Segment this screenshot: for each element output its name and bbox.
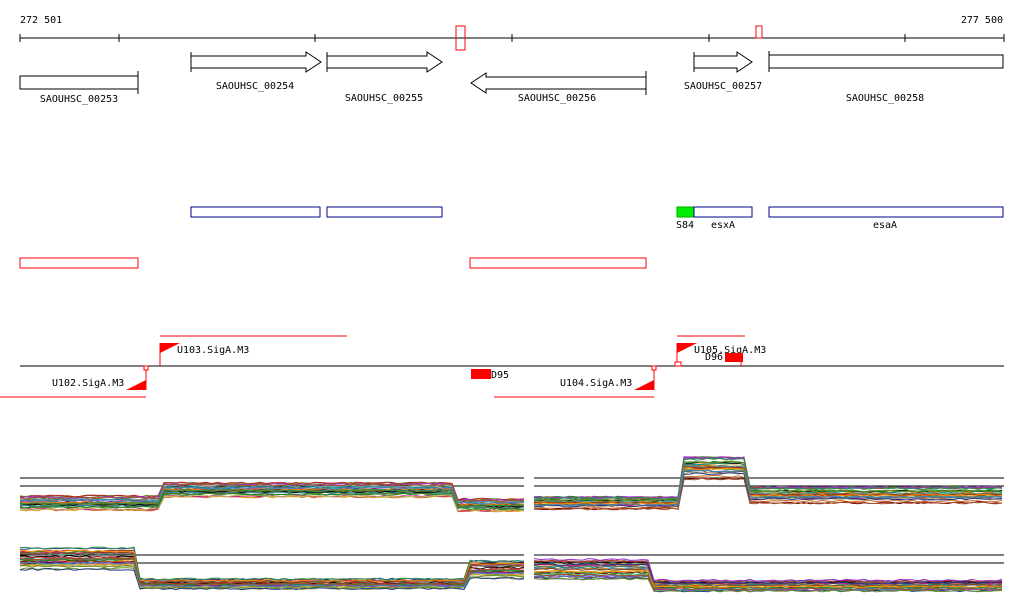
red-annotation-box[interactable] — [469, 257, 647, 269]
expression-panel-bottom-left — [19, 546, 525, 591]
ruler-start-label: 272 501 — [20, 15, 62, 26]
feature-label: U105.SigA.M3 — [694, 345, 766, 356]
annotation-box-00254[interactable] — [190, 206, 321, 218]
red-annotation-box[interactable] — [19, 257, 139, 269]
feature-block — [471, 369, 491, 379]
feature-flag — [677, 343, 697, 353]
gene-label: SAOUHSC_00258 — [846, 93, 924, 104]
red-annotation-track — [19, 257, 647, 269]
expression-profile-line — [19, 546, 525, 581]
gene-box — [768, 54, 1004, 69]
feature-d96[interactable]: D96 — [705, 352, 743, 366]
feature-label: D95 — [491, 370, 509, 381]
expression-profile-line — [533, 469, 1003, 507]
annotation-box-s84[interactable] — [676, 206, 695, 218]
expression-profile-line — [19, 557, 525, 586]
expression-profile-line — [20, 561, 525, 588]
gene-arrow-forward — [190, 51, 322, 73]
annotation-box-00255[interactable] — [326, 206, 443, 218]
expression-profile-line — [533, 477, 1003, 511]
gene-saouhsc-00256[interactable]: SAOUHSC_00256 — [470, 71, 647, 104]
ruler-end-label: 277 500 — [961, 15, 1003, 26]
expression-panel-bottom-right — [533, 554, 1004, 593]
expression-profile-line — [19, 567, 525, 591]
ruler-marker-box — [755, 25, 763, 39]
gene-arrow-reverse — [470, 72, 647, 94]
feature-flag — [160, 343, 180, 353]
expression-panel-top-right — [533, 456, 1004, 511]
expression-profile-line — [19, 491, 525, 509]
expression-profile-line — [19, 552, 525, 584]
ruler-marker-box — [455, 25, 466, 51]
expression-profile-line — [19, 488, 525, 507]
expression-profile-line — [533, 559, 1003, 583]
feature-track: U103.SigA.M3 U102.SigA.M3 D95 U104.SigA.… — [0, 335, 1004, 398]
expression-profiles — [19, 546, 525, 591]
expression-profiles — [19, 481, 525, 513]
feature-u103[interactable]: U103.SigA.M3 — [159, 335, 347, 366]
feature-flag — [126, 380, 146, 390]
feature-label: U104.SigA.M3 — [560, 378, 632, 389]
expression-profile-line — [533, 569, 1003, 589]
expression-profile-line — [533, 558, 1003, 582]
feature-flag — [634, 380, 654, 390]
expression-profile-line — [19, 561, 525, 588]
feature-label: U103.SigA.M3 — [177, 345, 249, 356]
expression-profile-line — [19, 494, 525, 512]
gene-saouhsc-00255[interactable]: SAOUHSC_00255 — [326, 51, 443, 104]
expression-profile-line — [533, 457, 1003, 500]
expression-profile-line — [533, 460, 1003, 502]
gene-label: SAOUHSC_00256 — [518, 93, 596, 104]
expression-profile-line — [19, 482, 525, 502]
gene-arrow-forward — [693, 51, 753, 73]
expression-profile-line — [19, 551, 525, 583]
annotation-label-esxa: esxA — [711, 220, 735, 231]
annotation-track: S84 esxA esaA — [190, 206, 1004, 231]
feature-block — [725, 353, 743, 362]
expression-profiles — [533, 456, 1003, 511]
expression-profile-line — [19, 552, 525, 584]
expression-profiles — [533, 558, 1003, 593]
expression-profile-line — [19, 492, 524, 511]
annotation-label-s84: S84 — [676, 220, 694, 231]
expression-profile-line — [19, 483, 525, 503]
expression-profile-line — [533, 577, 1003, 593]
expression-profile-line — [20, 552, 525, 584]
feature-u105[interactable]: U105.SigA.M3 — [674, 335, 766, 367]
feature-u102[interactable]: U102.SigA.M3 — [0, 365, 149, 398]
expression-profile-line — [533, 571, 1003, 590]
gene-label: SAOUHSC_00254 — [216, 81, 294, 92]
gene-arrow-forward — [326, 51, 443, 73]
feature-label: D96 — [705, 352, 723, 363]
annotation-label-esaa: esaA — [873, 220, 897, 231]
expression-profile-line — [533, 563, 1003, 585]
annotation-box-esaa[interactable] — [768, 206, 1004, 218]
feature-marker — [651, 365, 657, 371]
expression-profile-line — [533, 467, 1003, 505]
gene-label: SAOUHSC_00257 — [684, 81, 762, 92]
gene-box — [19, 75, 139, 90]
expression-profile-line — [533, 573, 1003, 591]
gene-saouhsc-00258[interactable]: SAOUHSC_00258 — [768, 51, 1004, 104]
gene-label: SAOUHSC_00253 — [40, 94, 118, 105]
expression-profile-line — [533, 474, 1003, 510]
gene-saouhsc-00253[interactable]: SAOUHSC_00253 — [19, 71, 139, 105]
ruler-track: 272 501 277 500 — [19, 15, 1005, 51]
feature-label: U102.SigA.M3 — [52, 378, 124, 389]
expression-panel-top-left — [19, 477, 525, 513]
feature-marker — [674, 361, 682, 367]
annotation-box-esxa[interactable] — [693, 206, 753, 218]
gene-track: SAOUHSC_00253 SAOUHSC_00254 SAOUHSC_0025… — [19, 51, 1004, 105]
gene-saouhsc-00257[interactable]: SAOUHSC_00257 — [684, 51, 762, 92]
gene-saouhsc-00254[interactable]: SAOUHSC_00254 — [190, 51, 322, 92]
feature-marker — [143, 365, 149, 371]
feature-u104[interactable]: U104.SigA.M3 — [494, 365, 657, 398]
feature-d95[interactable]: D95 — [471, 369, 509, 381]
expression-profile-line — [19, 486, 525, 505]
expression-profile-line — [533, 562, 1003, 585]
gene-label: SAOUHSC_00255 — [345, 93, 423, 104]
